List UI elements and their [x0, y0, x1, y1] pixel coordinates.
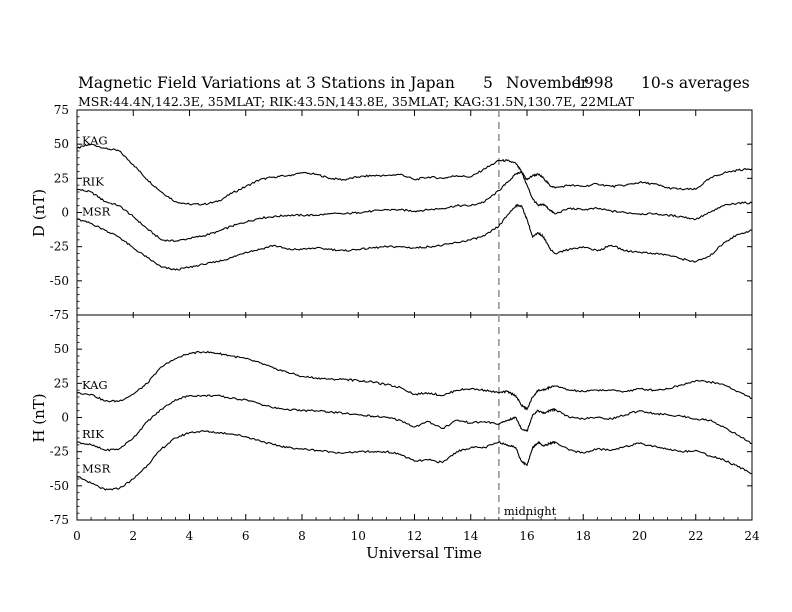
x-tick-label: 22: [688, 529, 703, 543]
h-station-label-kag: KAG: [82, 378, 108, 392]
x-tick-label: 16: [519, 529, 534, 543]
h-y-tick-label: 50: [54, 342, 69, 356]
d-y-tick-label: 25: [54, 171, 69, 185]
h-y-tick-label: 25: [54, 376, 69, 390]
h-y-tick-label: 0: [61, 411, 69, 425]
h-station-label-msr: MSR: [82, 461, 111, 475]
h-axis-label: H (nT): [30, 393, 48, 442]
d-station-label-kag: KAG: [82, 133, 108, 147]
midnight-annotation: midnight: [504, 504, 557, 518]
d-station-label-msr: MSR: [82, 204, 111, 218]
x-tick-label: 2: [129, 529, 137, 543]
x-axis: 0 2 4 6 8 10 12 14 16 18 20 22 24: [73, 110, 760, 543]
h-y-tick-label: -25: [50, 445, 69, 459]
d-y-tick-label: 75: [54, 103, 69, 117]
chart-subtitle: MSR:44.4N,142.3E, 35MLAT; RIK:43.5N,143.…: [78, 94, 635, 109]
h-component-panel: 50 25 0 -25 -50 -75 midnight KAG RIK MSR: [50, 315, 753, 527]
h-series-rik: [76, 394, 752, 452]
d-series-msr: [76, 203, 753, 271]
x-tick-label: 18: [576, 529, 591, 543]
x-tick-label: 8: [298, 529, 306, 543]
d-series-kag: [76, 143, 753, 206]
h-y-tick-label: -75: [50, 513, 69, 527]
chart-title: Magnetic Field Variations at 3 Stations …: [78, 74, 455, 92]
d-y-tick-label: -25: [50, 240, 69, 254]
title-day: 5: [483, 74, 493, 92]
d-axis-label: D (nT): [30, 189, 48, 237]
title-averaging: 10-s averages: [641, 74, 750, 92]
x-tick-label: 4: [186, 529, 194, 543]
x-tick-label: 0: [73, 529, 81, 543]
x-axis-label: Universal Time: [366, 544, 482, 562]
d-component-panel: 75 50 25 0 -25 -50 -75 KAG RIK MSR: [50, 103, 753, 322]
d-y-tick-label: -75: [50, 308, 69, 322]
x-tick-label: 24: [744, 529, 760, 543]
d-y-tick-label: 0: [61, 206, 69, 220]
h-y-tick-label: -50: [50, 479, 69, 493]
x-tick-label: 14: [463, 529, 479, 543]
x-tick-label: 20: [632, 529, 647, 543]
d-y-tick-label: -50: [50, 274, 69, 288]
d-station-label-rik: RIK: [82, 174, 104, 188]
h-series-msr: [76, 430, 753, 491]
h-station-label-rik: RIK: [82, 427, 104, 441]
x-tick-label: 6: [242, 529, 250, 543]
h-series-kag: [76, 350, 753, 411]
title-month: November: [506, 74, 589, 92]
x-tick-label: 12: [407, 529, 422, 543]
d-series-rik: [76, 170, 753, 243]
x-tick-label: 10: [351, 529, 366, 543]
d-y-tick-label: 50: [54, 137, 69, 151]
title-year: 1998: [574, 74, 613, 92]
